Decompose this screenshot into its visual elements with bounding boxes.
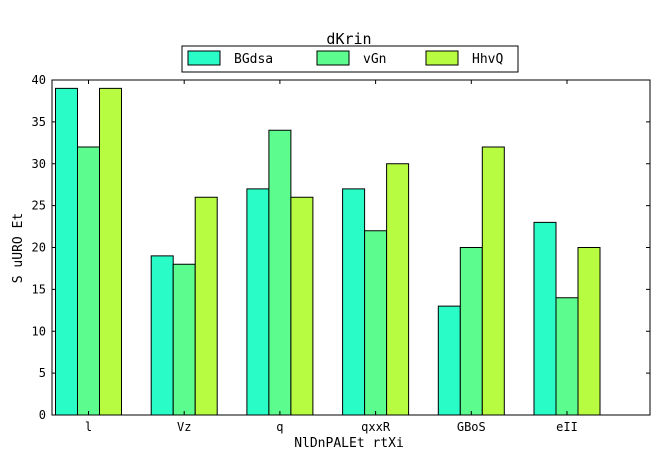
bar-HhvQ-eII: [577, 247, 601, 416]
y-tick-label: 30: [32, 157, 46, 171]
legend: BGdsa vGn HhvQ: [181, 45, 519, 73]
bar-BGdsa-l: [55, 87, 78, 416]
legend-swatch-vGn: [316, 50, 350, 66]
x-tick-label: GBoS: [457, 420, 486, 434]
plot-area: l Vz q qxxR GBoS eII 0 5 10 15 20 25 30 35 40: [32, 73, 650, 434]
x-tick-label: eII: [556, 420, 578, 434]
bar-vGn-Vz: [172, 263, 196, 416]
y-tick-label: 25: [32, 199, 46, 213]
bar-HhvQ-GBoS: [481, 146, 505, 416]
legend-label-vGn: vGn: [363, 52, 386, 67]
y-tick-label: 0: [39, 408, 46, 422]
bar-vGn-GBoS: [459, 247, 483, 416]
y-tick-label: 5: [39, 366, 46, 380]
x-tick-label: l: [85, 420, 92, 434]
plot-frame: [51, 79, 651, 416]
bar-HhvQ-qxxR: [386, 163, 410, 416]
bar-HhvQ-Vz: [194, 196, 218, 416]
y-tick-label: 15: [32, 282, 46, 296]
legend-swatch-HhvQ: [425, 50, 459, 66]
y-tick-label: 20: [32, 241, 46, 255]
bar-BGdsa-eII: [533, 221, 557, 416]
x-tick-label: qxxR: [361, 420, 391, 434]
x-tick-label: q: [276, 420, 283, 434]
bar-HhvQ-q: [290, 196, 314, 416]
bar-vGn-qxxR: [364, 230, 388, 416]
bar-BGdsa-Vz: [150, 255, 174, 416]
legend-box: [181, 45, 519, 73]
legend-label-BGdsa: BGdsa: [234, 52, 273, 67]
legend-label-HhvQ: HhvQ: [472, 52, 503, 67]
bar-vGn-eII: [555, 297, 579, 416]
legend-swatch-BGdsa: [187, 50, 221, 66]
bar-vGn-l: [77, 146, 100, 416]
y-tick-label: 35: [32, 115, 46, 129]
chart-title: dKrin: [326, 30, 371, 48]
bar-BGdsa-GBoS: [437, 305, 461, 416]
x-tick-label: Vz: [177, 420, 191, 434]
y-axis-label: S uURO Et: [11, 213, 26, 283]
bar-BGdsa-qxxR: [342, 188, 366, 416]
y-tick-label: 40: [32, 73, 46, 87]
x-axis-label: NlDnPALEt rtXi: [294, 436, 404, 451]
bar-BGdsa-q: [246, 188, 270, 416]
bar-HhvQ-l: [99, 87, 122, 416]
y-tick-label: 10: [32, 324, 46, 338]
bar-vGn-q: [268, 129, 292, 416]
